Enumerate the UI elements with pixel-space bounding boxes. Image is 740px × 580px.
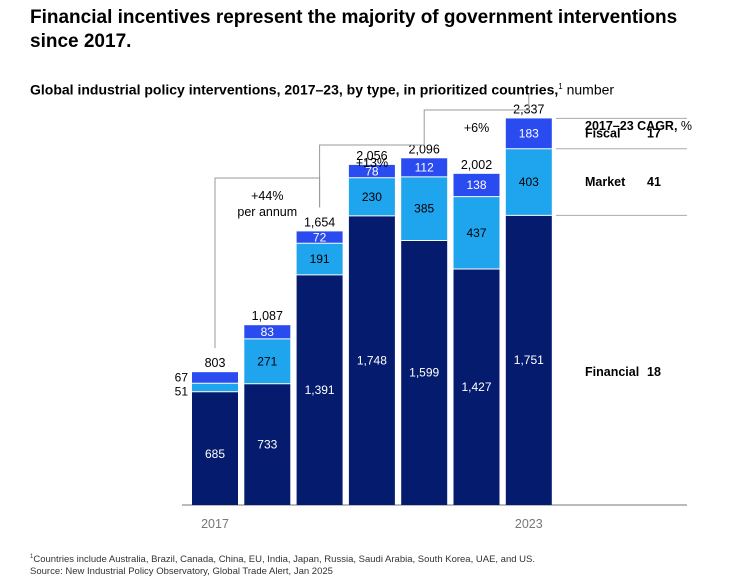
x-tick-label-2023: 2023: [515, 517, 543, 531]
x-tick-label-2017: 2017: [201, 517, 229, 531]
value-label-fiscal-2018: 83: [261, 325, 275, 339]
bar-market-2017: [192, 383, 238, 392]
footnote-countries: 1Countries include Australia, Brazil, Ca…: [30, 551, 535, 566]
bar-market-2021: [401, 176, 448, 241]
growth-label-3: +6%: [464, 121, 489, 135]
total-label-2017: 803: [205, 356, 226, 370]
bar-financial-2017: [192, 391, 238, 505]
bar-financial-2019: [296, 274, 343, 505]
chart-subtitle: Global industrial policy interventions, …: [30, 78, 614, 99]
cagr-header-bold: 2017–23 CAGR,: [585, 119, 677, 133]
bar-market-2020: [348, 177, 395, 216]
bar-fiscal-2017: [192, 372, 238, 384]
bar-fiscal-2022: [453, 173, 500, 197]
value-label-financial-2019: 1,391: [305, 383, 335, 397]
growth-bracket-2: [319, 134, 425, 208]
value-label-market-2017: 51: [175, 384, 189, 398]
subtitle-footnote-marker: 1: [558, 82, 563, 91]
bar-financial-2020: [348, 215, 395, 505]
cagr-row-label-fiscal: Fiscal: [585, 127, 620, 141]
bar-market-2019: [296, 243, 343, 275]
bar-fiscal-2020: [348, 164, 395, 178]
bar-fiscal-2019: [296, 231, 343, 244]
footnote-marker: 1: [30, 554, 34, 560]
bar-market-2018: [244, 338, 291, 384]
value-label-fiscal-2019: 72: [313, 230, 327, 244]
value-label-market-2021: 385: [414, 202, 434, 216]
cagr-row-value-market: 41: [647, 175, 661, 189]
total-label-2022: 2,002: [461, 158, 492, 172]
cagr-row-label-market: Market: [585, 175, 626, 189]
value-label-market-2018: 271: [257, 354, 277, 368]
bar-financial-2022: [453, 268, 500, 505]
value-label-fiscal-2017: 67: [175, 371, 189, 385]
growth-label-2: +13%: [356, 156, 388, 170]
cagr-row-value-fiscal: 17: [647, 127, 661, 141]
cagr-row-label-financial: Financial: [585, 365, 639, 379]
growth-sublabel-1: per annum: [237, 205, 297, 219]
cagr-header-unit: %: [677, 119, 692, 133]
value-label-market-2022: 437: [466, 226, 486, 240]
total-label-2019: 1,654: [304, 215, 335, 229]
value-label-fiscal-2020: 78: [365, 164, 379, 178]
value-label-financial-2022: 1,427: [461, 380, 491, 394]
bar-fiscal-2018: [244, 325, 291, 339]
value-label-market-2023: 403: [519, 175, 539, 189]
total-label-2020: 2,056: [356, 149, 387, 163]
growth-label-1: +44%: [251, 189, 283, 203]
value-label-fiscal-2022: 138: [466, 178, 486, 192]
growth-bracket-3: [423, 94, 530, 135]
bar-fiscal-2021: [401, 158, 448, 177]
bar-financial-2023: [505, 215, 552, 506]
footnote-source: Source: New Industrial Policy Observator…: [30, 566, 333, 578]
value-label-financial-2023: 1,751: [514, 353, 544, 367]
value-label-fiscal-2021: 112: [415, 161, 434, 175]
cagr-row-value-financial: 18: [647, 365, 661, 379]
value-label-fiscal-2023: 183: [519, 127, 539, 141]
headline: Financial incentives represent the major…: [30, 7, 678, 52]
bar-market-2022: [453, 196, 500, 269]
cagr-table-header: 2017–23 CAGR, %: [585, 119, 692, 133]
bar-fiscal-2023: [505, 118, 552, 149]
total-label-2021: 2,096: [409, 142, 440, 156]
footnote: 1Countries include Australia, Brazil, Ca…: [30, 551, 535, 578]
value-label-market-2020: 230: [362, 190, 382, 204]
total-label-2018: 1,087: [252, 309, 283, 323]
value-label-financial-2020: 1,748: [357, 353, 387, 367]
bar-market-2023: [505, 148, 552, 216]
bar-financial-2021: [401, 240, 448, 505]
footnote-countries-text: Countries include Australia, Brazil, Can…: [33, 554, 536, 566]
value-label-financial-2021: 1,599: [409, 366, 439, 380]
value-label-financial-2018: 733: [257, 437, 277, 451]
value-label-financial-2017: 685: [205, 447, 225, 461]
subtitle-unit: number: [562, 81, 615, 98]
subtitle-bold: Global industrial policy interventions, …: [30, 81, 559, 98]
bar-financial-2018: [244, 383, 291, 505]
value-label-market-2019: 191: [310, 252, 330, 266]
